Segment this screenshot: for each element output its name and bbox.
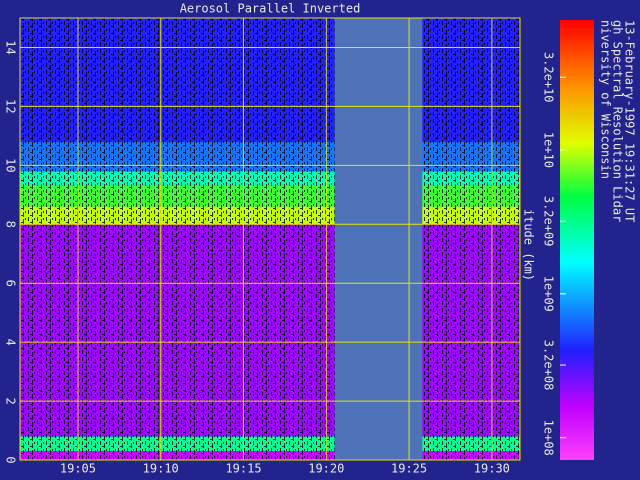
colorbar-tick-label: 3.2e+08 (542, 340, 556, 391)
colorbar-tick-label: 3.2e+09 (542, 196, 556, 247)
data-gap (334, 18, 423, 460)
x-tick-label: 19:25 (391, 462, 427, 476)
texture (20, 18, 520, 460)
info-text: niversity of Wisconsin (599, 20, 613, 179)
x-tick-label: 19:10 (143, 462, 179, 476)
y-axis-label: itude (km) (522, 209, 536, 281)
y-tick-label: 12 (4, 99, 18, 113)
y-tick-label: 2 (4, 397, 18, 404)
y-tick-label: 0 (4, 456, 18, 463)
info-text: gh Spectral Resolution Lidar (611, 20, 625, 222)
chart-title: Aerosol Parallel Inverted (180, 2, 361, 16)
colorbar-tick-label: 3.2e+10 (542, 52, 556, 103)
y-tick-label: 10 (4, 158, 18, 172)
colorbar-tick-label: 1e+08 (542, 420, 556, 456)
info-text: 13-February-1997 19:31:27 UT (623, 20, 637, 222)
plot-frame (19, 17, 521, 461)
x-tick-label: 19:30 (474, 462, 510, 476)
y-tick-label: 6 (4, 280, 18, 287)
y-tick-label: 4 (4, 339, 18, 346)
x-tick-label: 19:20 (308, 462, 344, 476)
y-tick-label: 8 (4, 221, 18, 228)
x-tick-label: 19:05 (60, 462, 96, 476)
plot-area (20, 18, 520, 460)
colorbar-tick-label: 1e+10 (542, 132, 556, 168)
colorbar-tick-label: 1e+09 (542, 276, 556, 312)
y-tick-label: 14 (4, 40, 18, 54)
colorbar (560, 20, 594, 460)
x-tick-label: 19:15 (225, 462, 261, 476)
